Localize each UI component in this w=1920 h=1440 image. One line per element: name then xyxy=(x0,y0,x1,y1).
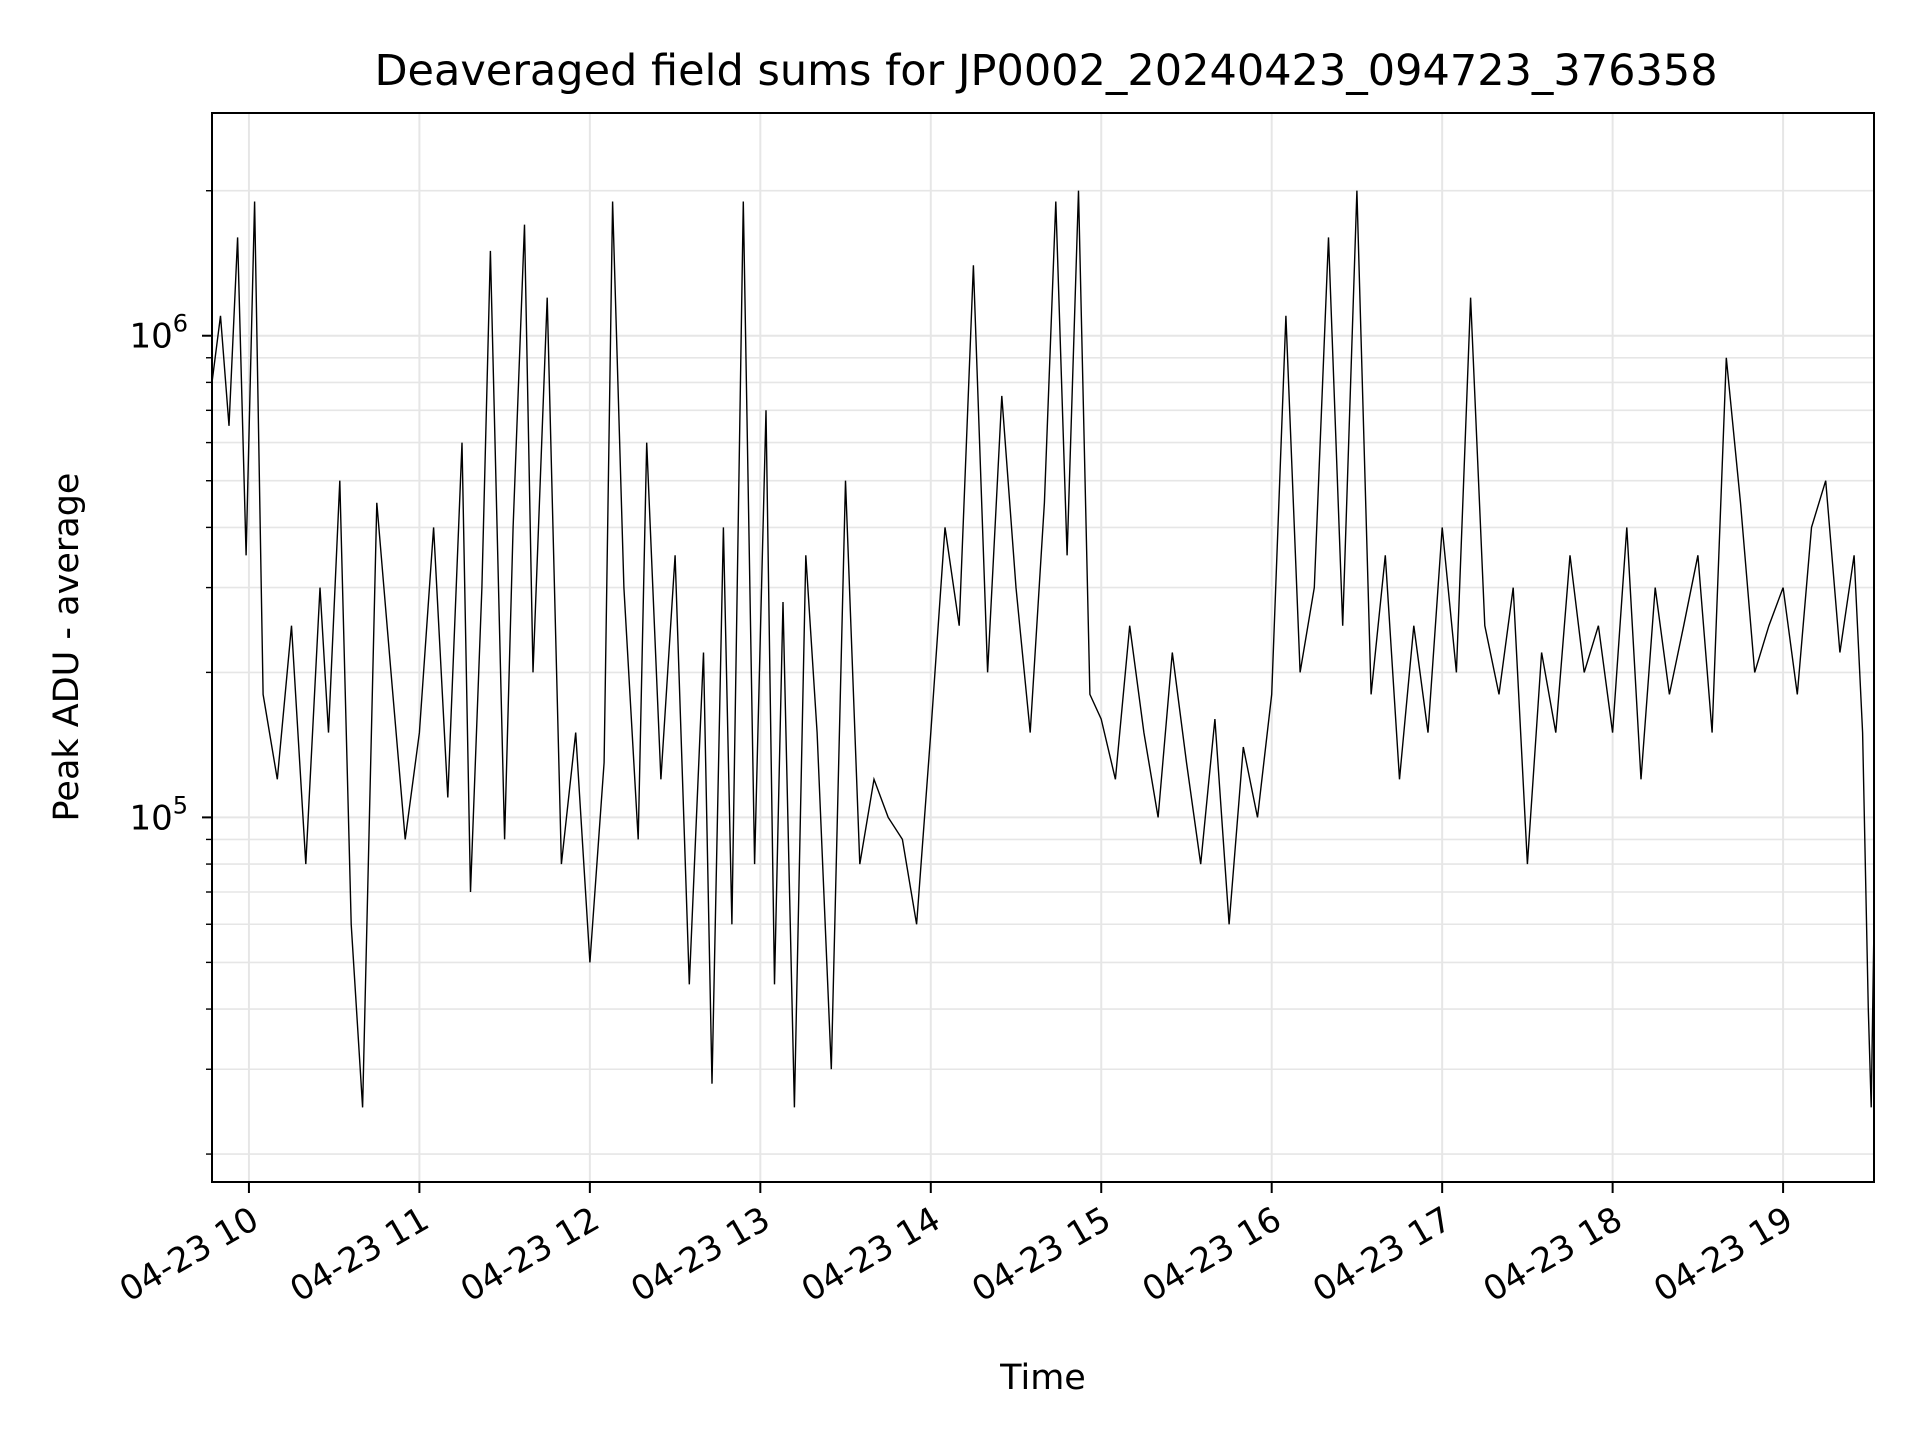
series-line xyxy=(211,190,1875,1108)
y-tick-label-base: 10 xyxy=(129,798,172,838)
chart-title: Deaveraged field sums for JP0002_2024042… xyxy=(374,46,1717,96)
gridlines xyxy=(212,113,1874,1182)
plot-frame xyxy=(211,112,1875,1183)
y-tick-label: 106 xyxy=(129,310,188,357)
y-tick-label-exponent: 6 xyxy=(173,310,188,338)
plot-area xyxy=(211,190,1875,1108)
y-axis-label: Peak ADU - average xyxy=(47,473,87,822)
y-tick-label-exponent: 5 xyxy=(173,791,188,819)
x-axis-label: Time xyxy=(999,1358,1086,1398)
y-tick-label-base: 10 xyxy=(129,317,172,357)
y-tick-label: 105 xyxy=(129,791,188,838)
